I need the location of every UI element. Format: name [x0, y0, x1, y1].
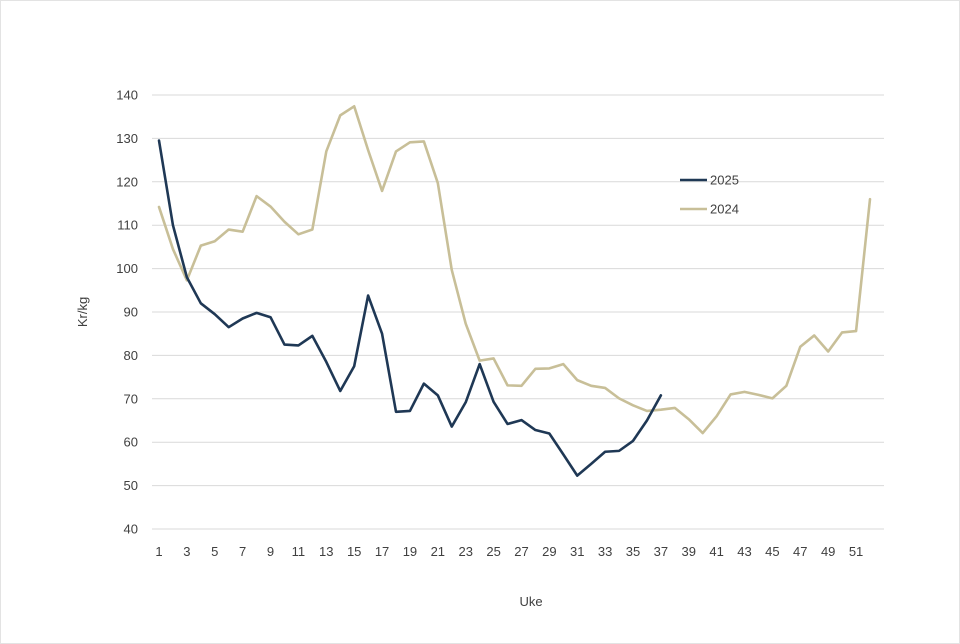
y-tick-label: 130: [116, 131, 138, 146]
y-tick-label: 110: [117, 218, 138, 233]
y-tick-label: 80: [124, 348, 138, 363]
x-tick-label: 25: [486, 544, 500, 559]
y-tick-label: 50: [124, 478, 138, 493]
x-tick-label: 49: [821, 544, 835, 559]
y-tick-label: 40: [124, 522, 138, 537]
x-tick-label: 27: [514, 544, 528, 559]
x-tick-label: 43: [737, 544, 751, 559]
y-tick-label: 90: [124, 305, 138, 320]
y-tick-label: 120: [116, 174, 138, 189]
x-tick-label: 29: [542, 544, 556, 559]
y-tick-label: 140: [116, 88, 138, 103]
series-lines: [157, 104, 872, 477]
series-line-2025: [157, 139, 663, 477]
y-axis-title: Kr/kg: [75, 297, 90, 327]
x-tick-label: 21: [431, 544, 445, 559]
legend-label-2024: 2024: [710, 202, 739, 217]
x-tick-label: 7: [239, 544, 246, 559]
x-tick-label: 37: [654, 544, 668, 559]
x-tick-label: 35: [626, 544, 640, 559]
x-tick-label: 47: [793, 544, 807, 559]
legend-label-2025: 2025: [710, 173, 739, 188]
x-tick-label: 39: [682, 544, 696, 559]
x-tick-label: 9: [267, 544, 274, 559]
y-tick-label: 60: [124, 435, 138, 450]
series-line-2024: [157, 104, 872, 435]
x-tick-label: 41: [709, 544, 723, 559]
x-axis-title: Uke: [519, 594, 542, 609]
y-axis-ticks: 40 50 60 70 80 90 100 110 120 130 140: [116, 88, 138, 537]
legend: 2025 2024: [680, 173, 739, 217]
y-tick-label: 100: [116, 261, 138, 276]
x-tick-label: 45: [765, 544, 779, 559]
x-tick-label: 19: [403, 544, 417, 559]
x-tick-label: 13: [319, 544, 333, 559]
x-tick-label: 33: [598, 544, 612, 559]
x-tick-label: 23: [458, 544, 472, 559]
x-tick-label: 3: [183, 544, 190, 559]
gridlines: [152, 94, 884, 530]
x-tick-label: 1: [155, 544, 162, 559]
x-tick-label: 31: [570, 544, 584, 559]
x-tick-label: 11: [292, 544, 306, 559]
y-tick-label: 70: [124, 391, 138, 406]
x-tick-label: 15: [347, 544, 361, 559]
x-tick-label: 51: [849, 544, 863, 559]
x-tick-label: 17: [375, 544, 389, 559]
x-tick-label: 5: [211, 544, 218, 559]
x-axis-ticks: 1 3 5 7 9 11 13 15 17 19 21 23 25 27 29 31 33 35 37 39 41 43 4…: [155, 544, 863, 559]
